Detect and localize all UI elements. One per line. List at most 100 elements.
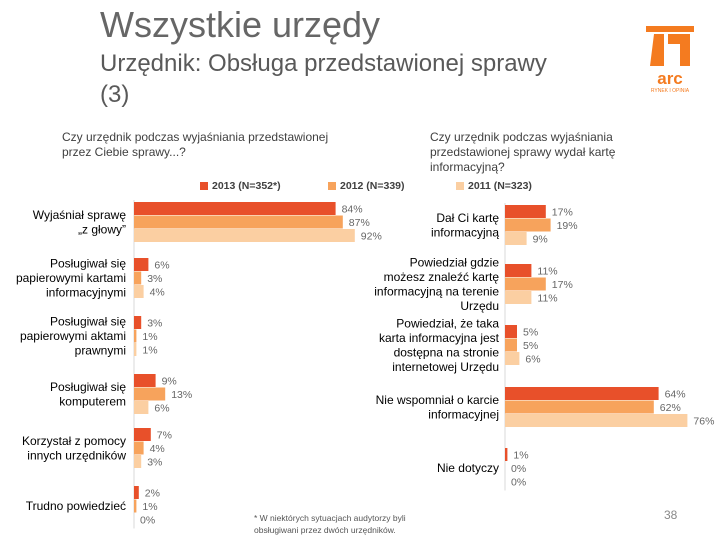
chart-1-category-label-line: możesz znaleźć kartę (384, 270, 500, 284)
chart-0-bar (134, 329, 137, 343)
chart-1-bar (505, 325, 517, 338)
chart-1-value-label: 0% (511, 463, 526, 475)
chart-1-category-label: Dał Ci kartę informacyjną (431, 211, 499, 240)
logo-tagline: RYNEK I OPINIA (651, 88, 690, 94)
chart-0-category-label-line: Posługiwał się (50, 315, 126, 329)
logo-text: arc (657, 69, 683, 88)
legend-swatch-2011 (456, 182, 464, 190)
right-chart-question: Czy urzędnik podczas wyjaśniania przedst… (430, 130, 616, 174)
page-title: Wszystkie urzędy (100, 4, 381, 45)
chart-0-category-label-line: „z głowy” (78, 222, 126, 236)
arc-logo: arc RYNEK I OPINIA (646, 26, 694, 94)
chart-0-value-label: 3% (147, 318, 162, 330)
chart-0-bar (134, 316, 142, 329)
legend-label-2012: 2012 (N=339) (340, 180, 405, 192)
chart-0-value-label: 87% (349, 217, 370, 229)
chart-1-bar (505, 400, 654, 414)
chart-0-value-label: 92% (361, 231, 382, 243)
chart-0-value-label: 1% (142, 501, 157, 513)
chart-0-bar (134, 285, 144, 298)
chart-0-category-label-line: Posługiwał się (50, 380, 126, 394)
chart-1-bar (505, 414, 688, 427)
chart-1-category-label-line: Powiedział gdzie (410, 255, 500, 269)
chart-0-category-label-line: Korzystał z pomocy (22, 434, 126, 448)
chart-1-value-label: 0% (511, 477, 526, 489)
chart-1-category-label-line: informacyjną na terenie (374, 284, 499, 298)
chart-0-bar (134, 374, 156, 387)
chart-1-value-label: 17% (552, 207, 573, 219)
chart-1-bar (505, 232, 527, 245)
chart-1-bar (505, 264, 532, 277)
chart-1-category-label-line: Dał Ci kartę (436, 211, 499, 225)
left-chart-question: Czy urzędnik podczas wyjaśniania przedst… (62, 130, 329, 159)
chart-0-bar (134, 387, 166, 401)
chart-1-bar (505, 387, 659, 400)
chart-0-category-label: Korzystał z pomocy innych urzędników (22, 434, 126, 463)
chart-1-value-label: 11% (537, 266, 557, 278)
chart-0-category-label-line: Trudno powiedzieć (26, 499, 126, 513)
chart-0-category-label-line: prawnymi (75, 344, 126, 358)
page-subtitle: Urzędnik: Obsługa przedstawionej sprawy … (100, 50, 547, 108)
chart-1-category-label: Nie dotyczy (437, 461, 499, 475)
chart-0-value-label: 84% (342, 204, 363, 216)
chart-1-value-label: 76% (693, 416, 714, 428)
chart-1-value-label: 5% (523, 340, 538, 352)
chart-1-bar (505, 352, 520, 365)
chart-1-value-label: 64% (665, 389, 686, 401)
chart-1-category-label-line: Urzędu (460, 299, 499, 313)
chart-1-category-label-line: dostępna na stronie (394, 345, 500, 359)
chart-1-category-label: Nie wspomniał o karcie informacyjnej (376, 393, 500, 422)
legend-swatch-2012 (328, 182, 336, 190)
footnote: * W niektórych sytuacjach audytorzy byli… (254, 513, 406, 535)
chart-0-value-label: 3% (147, 273, 162, 285)
chart-0-value-label: 9% (162, 376, 177, 388)
chart-1-category-label-line: informacyjnej (428, 407, 499, 421)
chart-0-value-label: 7% (157, 430, 172, 442)
chart-1-value-label: 62% (660, 402, 681, 414)
legend-label-2011: 2011 (N=323) (468, 180, 532, 192)
chart-0-bar (134, 428, 151, 441)
chart-1-value-label: 9% (533, 234, 548, 246)
chart-1-value-label: 11% (537, 293, 557, 305)
chart-0-value-label: 13% (171, 389, 192, 401)
chart-1-value-label: 5% (523, 327, 538, 339)
chart-0-category-label: Posługiwał się papierowymi aktami prawnymi (20, 315, 126, 358)
chart-1-value-label: 19% (557, 220, 578, 232)
chart-0-bar (134, 343, 137, 356)
chart-0-category-label-line: innych urzędników (27, 448, 126, 462)
chart-1-bar (505, 448, 508, 461)
chart-1-value-label: 1% (513, 450, 528, 462)
chart-0-bar (134, 499, 137, 513)
chart-1-value-label: 6% (525, 354, 540, 366)
chart-0-value-label: 1% (142, 331, 157, 343)
chart-1-value-label: 17% (552, 279, 573, 291)
legend-swatch-2013 (200, 182, 208, 190)
chart-0-category-label: Posługiwał się papierowymi kartami informa… (16, 257, 126, 300)
chart-0-value-label: 6% (154, 403, 169, 415)
chart-0-value-label: 2% (145, 488, 160, 500)
chart-1-category-label-line: informacyjną (431, 225, 499, 239)
chart-0-value-label: 4% (150, 287, 165, 299)
chart-0-bar (134, 202, 336, 215)
page-number: 38 (664, 508, 678, 522)
chart-0-bar (134, 441, 144, 455)
chart-0-value-label: 6% (154, 260, 169, 272)
chart-0-value-label: 3% (147, 457, 162, 469)
chart-1-category-label: Powiedział, że taka karta informacyjna je… (379, 316, 500, 374)
chart-1-bar (505, 218, 551, 232)
chart-0-category-label-line: komputerem (59, 394, 126, 408)
chart-0-category-label: Trudno powiedzieć (26, 499, 126, 513)
chart-0-category-label: Wyjaśniał sprawę „z głowy” (33, 208, 127, 237)
chart-0-bar (134, 215, 343, 229)
chart-0-bar (134, 455, 142, 468)
chart-0-category-label-line: Wyjaśniał sprawę (33, 208, 127, 222)
chart-0-category-label: Posługiwał się komputerem (50, 380, 126, 409)
chart-1-bar (505, 291, 532, 304)
chart-1-category-label-line: karta informacyjna jest (379, 331, 500, 345)
chart-legend: 2013 (N=352*) 2012 (N=339) 2011 (N=323) (200, 179, 600, 193)
chart-0-bar (134, 258, 149, 271)
chart-0-value-label: 1% (142, 345, 157, 357)
chart-0-bar (134, 271, 142, 285)
chart-0-value-label: 4% (150, 443, 165, 455)
